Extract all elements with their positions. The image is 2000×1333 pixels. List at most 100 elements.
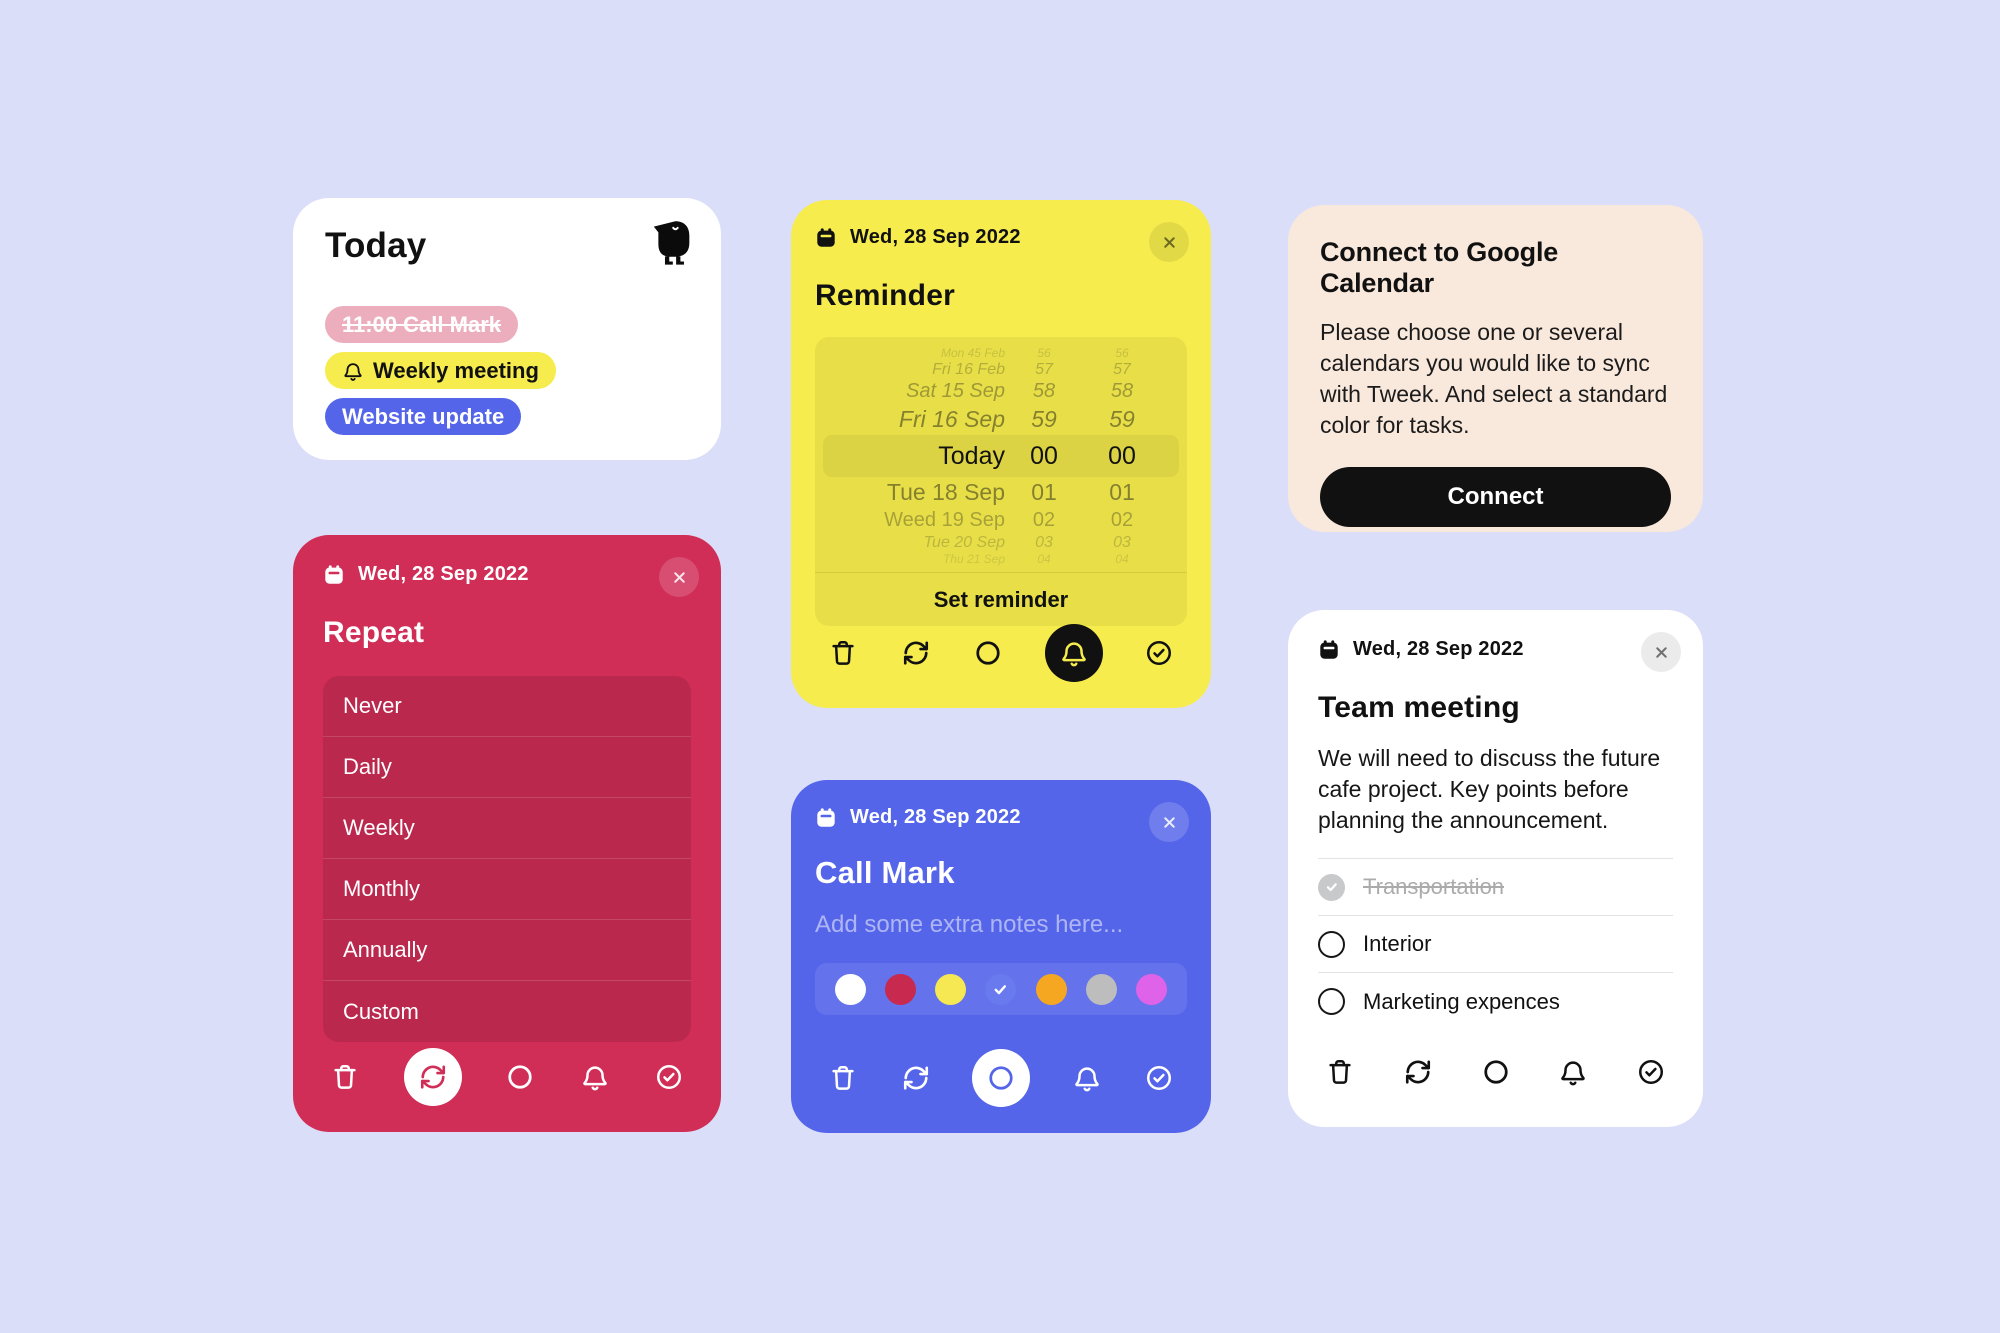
- task-label: Website update: [342, 403, 505, 429]
- wheel-row: Thu 21 Sep 04 04: [942, 552, 1129, 566]
- bell-icon[interactable]: [1557, 1056, 1589, 1088]
- calendar-icon: [815, 227, 837, 249]
- color-swatch-red[interactable]: [885, 973, 917, 1005]
- done-icon[interactable]: [1635, 1056, 1667, 1088]
- wheel-row: Fri 16 Feb 57 57: [932, 360, 1131, 378]
- calendar-icon: [815, 807, 837, 829]
- task-notes[interactable]: We will need to discuss the future cafe …: [1318, 745, 1661, 834]
- calendar-icon: [1318, 639, 1340, 661]
- card-header: Wed, 28 Sep 2022: [815, 226, 1187, 249]
- team-meeting-card: Wed, 28 Sep 2022 Team meeting We will ne…: [1288, 610, 1703, 1127]
- repeat-icon[interactable]: [900, 637, 932, 669]
- repeat-options: Never Daily Weekly Monthly Annually Cust…: [323, 676, 691, 1042]
- connect-title: Connect to Google Calendar: [1320, 237, 1559, 298]
- card-date: Wed, 28 Sep 2022: [358, 563, 529, 585]
- card-header: Wed, 28 Sep 2022: [815, 806, 1187, 829]
- bell-icon[interactable]: [1044, 624, 1103, 682]
- task-label: 11:00 Call Mark: [342, 311, 501, 337]
- wheel-row: Tue 18 Sep 01 01: [886, 479, 1135, 505]
- set-reminder-button[interactable]: Set reminder: [815, 572, 1187, 626]
- notes-input[interactable]: Add some extra notes here...: [815, 911, 1124, 938]
- repeat-icon[interactable]: [403, 1048, 462, 1106]
- color-swatch-selected[interactable]: [985, 973, 1017, 1005]
- checkbox-checked-icon[interactable]: [1318, 873, 1345, 901]
- done-icon[interactable]: [1143, 1062, 1175, 1094]
- wheel-row-selected[interactable]: Today 00 00: [823, 435, 1179, 477]
- circle-icon[interactable]: [504, 1061, 536, 1093]
- wheel-row: Mon 45 Feb 56 56: [940, 345, 1129, 360]
- repeat-option-never[interactable]: Never: [323, 676, 691, 737]
- calendar-icon: [323, 564, 345, 586]
- task-toolbar: [329, 1046, 685, 1108]
- trash-icon[interactable]: [827, 1062, 859, 1094]
- bell-icon[interactable]: [579, 1061, 611, 1093]
- today-card: Today 11:00 Call Mark Weekly meeting Web…: [293, 198, 721, 460]
- repeat-option-weekly[interactable]: Weekly: [323, 798, 691, 859]
- checklist-item: Marketing expences: [1318, 973, 1673, 1030]
- repeat-option-daily[interactable]: Daily: [323, 737, 691, 798]
- done-icon[interactable]: [653, 1061, 685, 1093]
- close-icon[interactable]: [659, 557, 699, 597]
- repeat-card: Wed, 28 Sep 2022 Repeat Never Daily Week…: [293, 535, 721, 1132]
- connect-button[interactable]: Connect: [1320, 467, 1671, 528]
- checkbox-icon[interactable]: [1318, 930, 1345, 958]
- close-icon[interactable]: [1149, 802, 1189, 842]
- checkbox-icon[interactable]: [1318, 988, 1345, 1016]
- repeat-option-custom[interactable]: Custom: [343, 998, 419, 1024]
- circle-icon[interactable]: [972, 637, 1004, 669]
- task-toolbar: [1324, 1041, 1667, 1103]
- checklist-label[interactable]: Transportation: [1363, 874, 1505, 900]
- repeat-option-annually[interactable]: Annually: [323, 920, 691, 981]
- repeat-icon[interactable]: [1402, 1056, 1434, 1088]
- checklist-item: Interior: [1318, 916, 1673, 974]
- task-title-input[interactable]: Team meeting: [1318, 691, 1520, 724]
- connect-description: Please choose one or several calendars y…: [1320, 319, 1668, 439]
- trash-icon[interactable]: [1324, 1056, 1356, 1088]
- card-title: Reminder: [815, 279, 955, 312]
- card-header: Wed, 28 Sep 2022: [1318, 638, 1673, 661]
- google-connect-card: Connect to Google Calendar Please choose…: [1288, 205, 1703, 532]
- color-swatch-gray[interactable]: [1085, 973, 1117, 1005]
- task-toolbar: [827, 622, 1175, 684]
- card-title: Repeat: [323, 616, 425, 649]
- wheel-row: Fri 16 Sep 59 59: [898, 406, 1135, 432]
- checklist-label[interactable]: Interior: [1363, 931, 1432, 957]
- datetime-picker: Mon 45 Feb 56 56 Fri 16 Feb 57 57 Sat 15 Sep…: [815, 337, 1187, 626]
- task-pill-reminder[interactable]: Weekly meeting: [325, 352, 556, 389]
- reminder-card: Wed, 28 Sep 2022 Reminder Mon 45 Feb 56 56…: [791, 200, 1211, 708]
- bell-icon[interactable]: [1071, 1062, 1103, 1094]
- repeat-icon[interactable]: [900, 1062, 932, 1094]
- done-icon[interactable]: [1143, 637, 1175, 669]
- task-title-input[interactable]: Call Mark: [815, 855, 955, 890]
- card-date: Wed, 28 Sep 2022: [850, 806, 1021, 828]
- bell-icon: [342, 360, 364, 382]
- wheel-row: Tue 20 Sep 03 03: [923, 533, 1131, 551]
- circle-icon[interactable]: [972, 1049, 1030, 1107]
- trash-icon[interactable]: [827, 637, 859, 669]
- card-header: Wed, 28 Sep 2022: [323, 563, 691, 586]
- color-swatch-orange[interactable]: [1035, 973, 1067, 1005]
- circle-icon[interactable]: [1480, 1056, 1512, 1088]
- task-label: Weekly meeting: [373, 357, 539, 383]
- task-pill-done[interactable]: 11:00 Call Mark: [325, 306, 518, 343]
- color-palette: [815, 963, 1187, 1015]
- today-title: Today: [325, 226, 427, 265]
- color-swatch-yellow[interactable]: [935, 973, 967, 1005]
- checklist-label[interactable]: Marketing expences: [1363, 988, 1560, 1014]
- datetime-wheel[interactable]: Mon 45 Feb 56 56 Fri 16 Feb 57 57 Sat 15 Sep…: [815, 337, 1187, 572]
- card-date: Wed, 28 Sep 2022: [850, 226, 1021, 248]
- close-icon[interactable]: [1149, 222, 1189, 262]
- tweek-bird-logo: [653, 220, 691, 266]
- trash-icon[interactable]: [329, 1061, 361, 1093]
- checklist: Transportation Interior Marketing expenc…: [1318, 858, 1673, 1030]
- repeat-option-monthly[interactable]: Monthly: [323, 859, 691, 920]
- task-pill[interactable]: Website update: [325, 398, 522, 435]
- task-toolbar: [827, 1047, 1175, 1109]
- checklist-item: Transportation: [1318, 859, 1673, 917]
- wheel-row: Weed 19 Sep 02 02: [884, 509, 1134, 531]
- card-date: Wed, 28 Sep 2022: [1353, 638, 1524, 660]
- color-swatch-white[interactable]: [835, 973, 866, 1005]
- color-swatch-magenta[interactable]: [1135, 973, 1167, 1005]
- close-icon[interactable]: [1641, 632, 1681, 672]
